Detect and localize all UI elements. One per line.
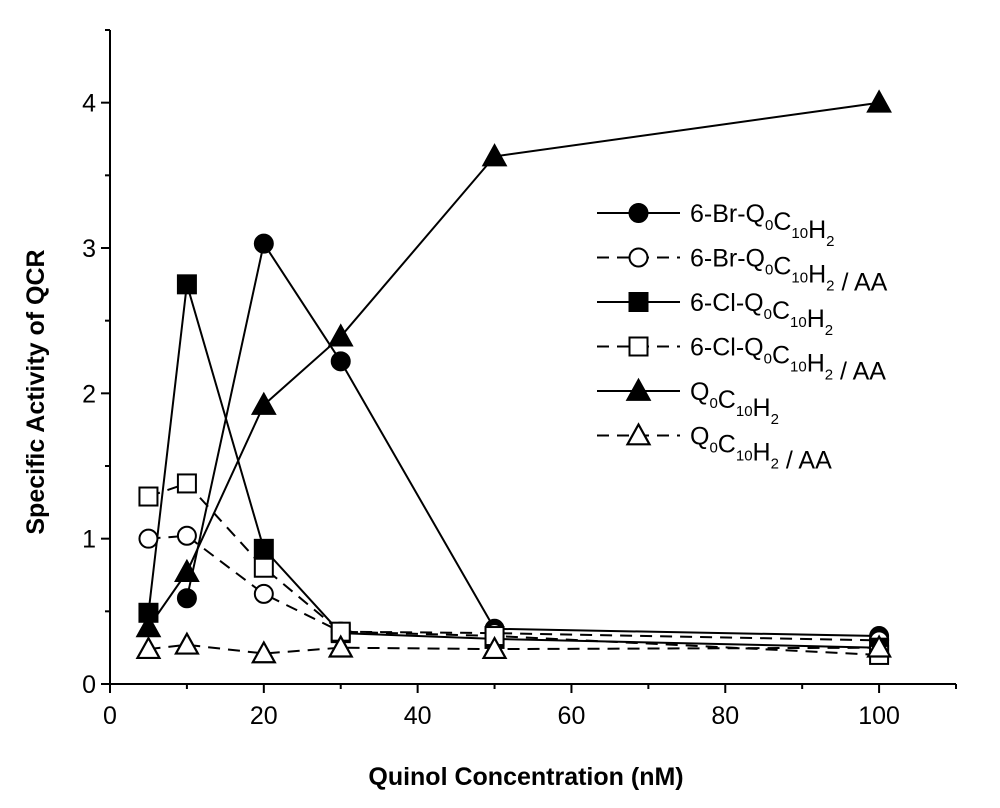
- y-tick-label: 0: [82, 671, 96, 699]
- x-tick-label: 80: [711, 702, 739, 730]
- data-point-series-2: [253, 583, 274, 604]
- data-point-series-5: [481, 143, 508, 167]
- legend-label-4: 6-Cl-Q0C10H2 / AA: [690, 334, 886, 386]
- series-line-4: [148, 482, 880, 656]
- x-tick-label: 60: [558, 702, 586, 730]
- data-point-series-4: [176, 473, 197, 494]
- data-point-series-5: [174, 558, 200, 582]
- legend-marker-4: [628, 336, 649, 357]
- data-point-series-6: [135, 635, 162, 660]
- legend-marker-5: [625, 377, 652, 401]
- legend-label-6: Q0C10H2 / AA: [690, 423, 832, 475]
- legend-marker-2: [628, 247, 649, 268]
- legend-label-2: 6-Br-Q0C10H2 / AA: [690, 245, 888, 297]
- data-point-series-5: [866, 89, 892, 113]
- y-tick-label: 4: [82, 90, 96, 118]
- legend-label-1: 6-Br-Q0C10H2: [690, 200, 835, 250]
- data-point-series-4: [253, 557, 274, 578]
- x-tick-label: 100: [858, 702, 900, 730]
- legend-label-5: Q0C10H2: [690, 378, 779, 428]
- data-point-series-4: [138, 486, 159, 507]
- data-point-series-1: [176, 588, 197, 609]
- series-line-3: [147, 284, 880, 649]
- data-point-series-1: [253, 233, 274, 254]
- y-axis-title: Specific Activity of QCR: [22, 249, 50, 534]
- data-point-series-6: [174, 631, 200, 655]
- legend-marker-3: [628, 292, 649, 312]
- y-tick-label: 3: [82, 235, 96, 263]
- data-point-series-6: [866, 634, 892, 658]
- x-tick-label: 0: [103, 702, 117, 730]
- data-point-series-3: [253, 538, 274, 559]
- data-point-series-6: [481, 635, 508, 660]
- legend-label-3: 6-Cl-Q0C10H2: [690, 289, 833, 339]
- data-point-series-1: [330, 351, 351, 372]
- series-line-6: [148, 643, 880, 655]
- data-point-series-6: [250, 640, 277, 664]
- y-tick-label: 1: [82, 526, 96, 554]
- data-point-series-5: [250, 391, 277, 415]
- data-point-series-3: [176, 274, 197, 295]
- x-axis-title: Quinol Concentration (nM): [368, 763, 683, 791]
- series-markers: [135, 89, 892, 665]
- data-point-series-5: [327, 323, 354, 347]
- axes: 0 20 40 60 80 100 0 1 2 3 4: [82, 29, 957, 730]
- y-tick-label: 2: [82, 380, 96, 408]
- legend-marker-1: [628, 203, 649, 223]
- legend-marker-6: [625, 422, 652, 446]
- x-tick-label: 40: [404, 702, 432, 730]
- data-point-series-2: [176, 525, 197, 546]
- data-point-series-6: [327, 634, 354, 658]
- x-tick-label: 20: [250, 702, 278, 730]
- data-point-series-2: [138, 528, 159, 549]
